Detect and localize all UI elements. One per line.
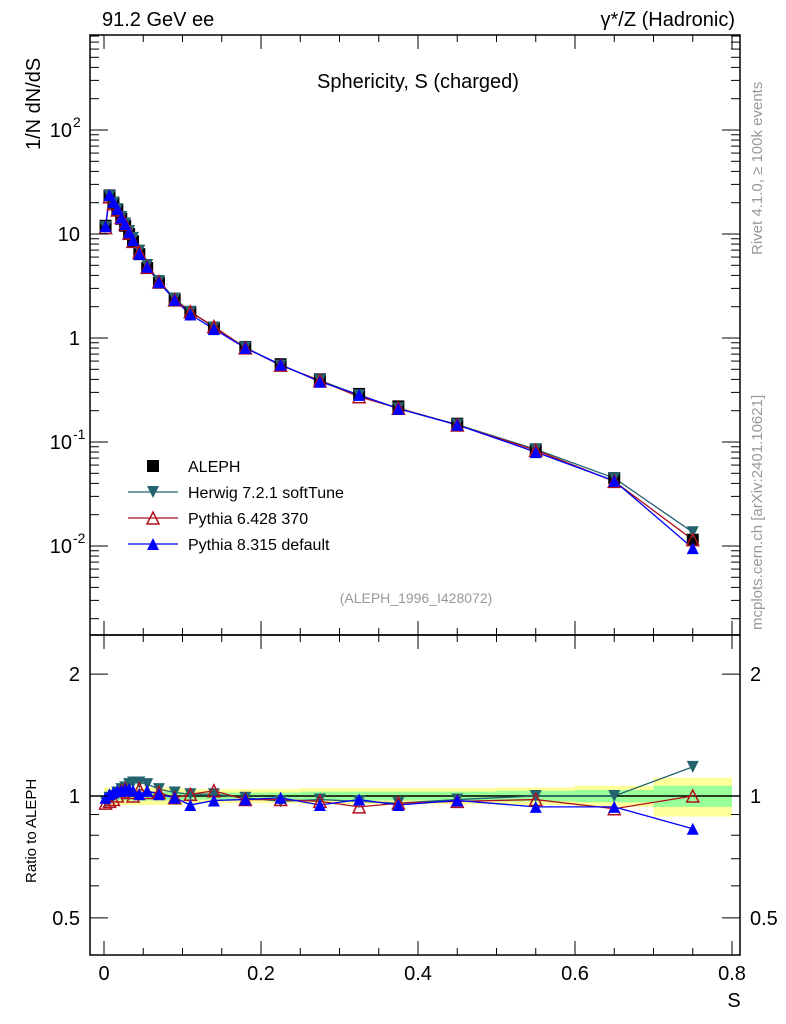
point-pythia8 bbox=[133, 247, 146, 260]
ratio-y-tick-label-right: 1 bbox=[750, 786, 761, 808]
legend: ALEPH Herwig 7.2.1 softTune Pythia 6.428 3… bbox=[128, 459, 344, 554]
y-tick-label: 10 bbox=[50, 120, 72, 142]
x-tick-label: 0.6 bbox=[561, 963, 589, 985]
ratio-point-herwig bbox=[141, 778, 154, 791]
y-axis-label: 1/N dN/dS bbox=[23, 58, 45, 150]
point-pythia8 bbox=[451, 418, 464, 431]
point-pythia8 bbox=[111, 202, 124, 215]
ratio-y-tick-label-right: 2 bbox=[750, 664, 761, 686]
ratio-point-pythia6 bbox=[685, 788, 700, 803]
legend-label-pythia8: Pythia 8.315 default bbox=[188, 537, 330, 554]
x-tick-label: 0.2 bbox=[247, 963, 275, 985]
legend-marker-pythia6 bbox=[145, 510, 161, 525]
point-pythia8 bbox=[152, 276, 165, 289]
header-right: γ*/Z (Hadronic) bbox=[601, 9, 735, 31]
header-left: 91.2 GeV ee bbox=[102, 9, 214, 31]
y-tick-exponent: 2 bbox=[73, 114, 81, 130]
point-pythia8 bbox=[313, 375, 326, 388]
ratio-y-tick-label: 0.5 bbox=[52, 908, 80, 930]
y-tick-label: 10 bbox=[50, 432, 72, 454]
ratio-point-herwig bbox=[184, 788, 197, 801]
point-pythia8 bbox=[168, 293, 181, 306]
point-pythia8 bbox=[127, 234, 140, 247]
ratio-point-herwig bbox=[529, 790, 542, 802]
x-tick-label: 0.8 bbox=[718, 963, 746, 985]
legend-marker-pythia8 bbox=[147, 538, 159, 550]
ratio-point-pythia8 bbox=[133, 788, 146, 801]
ratio-point-pythia8 bbox=[274, 791, 287, 804]
ratio-point-pythia8 bbox=[451, 794, 464, 807]
ratio-point-pythia8 bbox=[168, 791, 181, 804]
data-point-aleph bbox=[686, 533, 699, 546]
ratio-point-pythia8 bbox=[529, 800, 542, 813]
ratio-point-pythia8 bbox=[207, 794, 220, 807]
line-herwig bbox=[104, 193, 694, 533]
rivet-label: Rivet 4.1.0, ≥ 100k events bbox=[749, 82, 766, 255]
legend-marker-herwig bbox=[147, 486, 159, 498]
chart-title: Sphericity, S (charged) bbox=[317, 71, 519, 93]
ratio-point-pythia8 bbox=[184, 799, 197, 812]
point-pythia8 bbox=[353, 388, 366, 401]
x-tick-label: 0.4 bbox=[404, 963, 432, 985]
ratio-point-pythia8 bbox=[152, 788, 165, 801]
ratio-frame bbox=[89, 634, 741, 956]
ratio-point-pythia8 bbox=[608, 800, 621, 813]
ratio-point-pythia8 bbox=[141, 784, 154, 797]
point-pythia8 bbox=[141, 260, 154, 273]
ratio-point-pythia6 bbox=[351, 799, 367, 814]
x-tick-label: 0 bbox=[98, 963, 109, 985]
ratio-point-pythia8 bbox=[353, 793, 366, 806]
ratio-point-pythia8 bbox=[239, 793, 252, 806]
legend-marker-data bbox=[147, 460, 159, 472]
watermark: (ALEPH_1996_I428072) bbox=[340, 590, 493, 606]
point-pythia8 bbox=[274, 358, 287, 371]
point-pythia8 bbox=[99, 220, 112, 233]
point-pythia8 bbox=[207, 323, 220, 336]
y-tick-label: 10 bbox=[50, 536, 72, 558]
legend-label-pythia6: Pythia 6.428 370 bbox=[188, 511, 308, 528]
point-pythia8 bbox=[529, 446, 542, 459]
ratio-point-herwig bbox=[608, 790, 621, 802]
mcplots-label: mcplots.cern.ch [arXiv:2401.10621] bbox=[749, 395, 766, 630]
y-tick-label: 1 bbox=[69, 328, 80, 350]
ratio-y-tick-label-right: 0.5 bbox=[750, 908, 778, 930]
ratio-y-tick-label: 2 bbox=[69, 664, 80, 686]
ratio-y-tick-label: 1 bbox=[69, 786, 80, 808]
ratio-point-herwig bbox=[686, 760, 699, 773]
ratio-point-pythia8 bbox=[313, 799, 326, 812]
ratio-point-pythia8 bbox=[392, 799, 405, 812]
ratio-point-pythia8 bbox=[127, 784, 140, 797]
point-pythia8 bbox=[686, 542, 699, 555]
y-tick-exponent: -1 bbox=[73, 426, 86, 442]
point-pythia8 bbox=[392, 402, 405, 415]
y-tick-label: 10 bbox=[58, 224, 80, 246]
point-pythia8 bbox=[123, 226, 136, 239]
legend-label-data: ALEPH bbox=[188, 459, 240, 476]
legend-label-herwig: Herwig 7.2.1 softTune bbox=[188, 485, 344, 502]
point-pythia8 bbox=[239, 341, 252, 354]
point-pythia8 bbox=[184, 308, 197, 321]
point-pythia8 bbox=[119, 217, 132, 230]
ratio-y-axis-label: Ratio to ALEPH bbox=[23, 779, 40, 883]
ratio-point-pythia8 bbox=[686, 822, 699, 835]
point-pythia8 bbox=[608, 474, 621, 487]
x-axis-label: S bbox=[727, 990, 740, 1012]
chart-marks bbox=[98, 188, 700, 835]
y-tick-exponent: -2 bbox=[73, 530, 86, 546]
